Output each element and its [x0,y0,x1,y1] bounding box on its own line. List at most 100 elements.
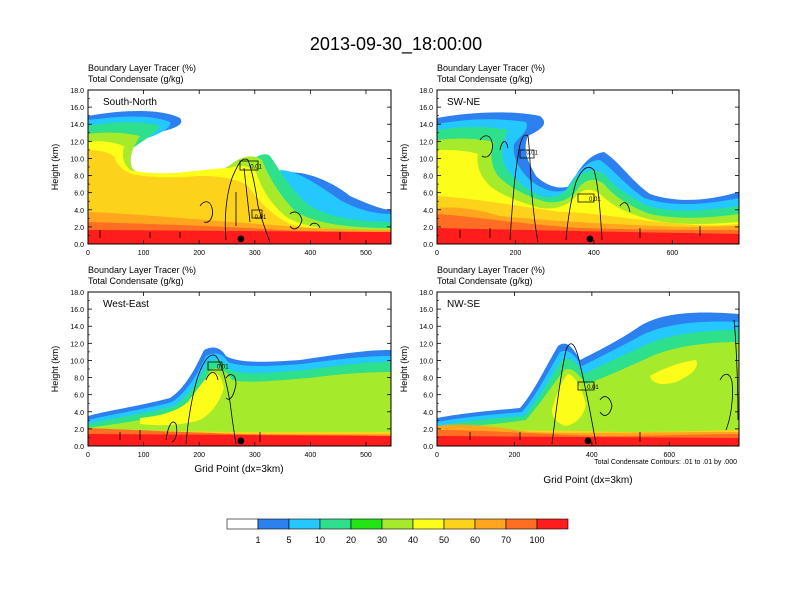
y-tick-label: 10.0 [70,156,84,163]
x-tick-label: 600 [663,452,675,459]
y-axis-label: Height (km) [50,346,60,393]
x-tick-label: 400 [588,250,600,257]
y-tick-label: 14.0 [70,324,84,331]
colorbar-swatch [443,518,476,530]
axis-ticks: 0.0 2.0 4.0 6.0 8.0 10.0 12.0 14.0 16.0 18.0 0 100 2… [70,290,391,459]
x-tick-label: 200 [193,452,205,459]
y-tick-label: 18.0 [419,88,433,95]
panel-title-line2: Total Condensate (g/kg) [88,74,184,84]
x-tick-label: 100 [138,452,150,459]
y-tick-label: 2.0 [423,225,433,232]
y-tick-label: 18.0 [70,290,84,297]
y-tick-label: 10.0 [419,156,433,163]
contour-label: 0.01 [589,197,601,203]
y-tick-label: 6.0 [423,393,433,400]
panel-west-east: Boundary Layer Tracer (%) Total Condensa… [50,265,392,475]
panel-title-line1: Boundary Layer Tracer (%) [88,265,196,275]
field-south-north: 0.01 0.01 [88,111,391,244]
location-marker [237,437,245,445]
x-axis-label: Grid Point (dx=3km) [194,464,283,475]
y-tick-label: 2.0 [74,427,84,434]
y-axis-label: Height (km) [50,144,60,191]
axis-ticks: 0.0 2.0 4.0 6.0 8.0 10.0 12.0 14.0 16.0 18.0 0 200 4… [419,290,739,459]
y-tick-label: 16.0 [419,105,433,112]
panel-label: NW-SE [447,299,480,310]
colorbar-swatch [474,518,507,530]
y-tick-label: 8.0 [423,174,433,181]
y-tick-label: 14.0 [70,122,84,129]
band-yellow [552,360,697,426]
panel-label: SW-NE [447,97,480,108]
contour-labels: 0.01 0.01 [526,151,601,203]
band-lime [437,342,739,446]
y-tick-label: 12.0 [70,341,84,348]
y-tick-label: 4.0 [74,410,84,417]
y-tick-label: 8.0 [423,376,433,383]
axis-ticks: 0.0 2.0 4.0 6.0 8.0 10.0 12.0 14.0 16.0 18.0 0 100 2… [70,88,391,257]
contour-labels: 0.01 0.01 [250,164,267,220]
colorbar-swatch [381,518,414,530]
condensate-contour [469,319,739,445]
field-west-east: 0.01 [88,347,391,446]
y-tick-label: 18.0 [70,88,84,95]
location-marker [237,235,245,243]
y-tick-label: 0.0 [423,444,433,451]
y-tick-label: 16.0 [419,307,433,314]
y-tick-label: 16.0 [70,105,84,112]
panel-title-line1: Boundary Layer Tracer (%) [437,265,545,275]
y-tick-label: 6.0 [74,191,84,198]
x-tick-label: 100 [138,250,150,257]
y-tick-label: 12.0 [419,139,433,146]
x-tick-label: 200 [510,250,522,257]
panel-sw-ne: Boundary Layer Tracer (%) Total Condensa… [399,63,740,257]
colorbar-swatch [257,518,290,530]
panel-nw-se: Boundary Layer Tracer (%) Total Condensa… [399,265,740,486]
colorbar-swatch [350,518,383,530]
location-marker [586,235,594,243]
contour-labels: 0.01 [587,385,599,391]
y-tick-label: 6.0 [423,191,433,198]
x-tick-label: 0 [86,250,90,257]
x-tick-label: 0 [435,250,439,257]
colorbar-label: 70 [501,535,511,545]
colorbar-swatch [505,518,538,530]
panel-title-line1: Boundary Layer Tracer (%) [437,63,545,73]
band-red [437,228,739,244]
x-tick-label: 0 [435,452,439,459]
band-lime [88,368,391,446]
y-tick-label: 8.0 [74,376,84,383]
field-nw-se: 0.01 [437,312,739,446]
y-tick-label: 2.0 [74,225,84,232]
colorbar-swatch [536,518,569,530]
condensate-contour [119,354,261,445]
panel-title-line2: Total Condensate (g/kg) [437,276,533,286]
figure-title: 2013-09-30_18:00:00 [310,34,482,55]
y-tick-label: 10.0 [419,358,433,365]
contour-label: 0.01 [526,151,538,157]
x-tick-label: 200 [509,452,521,459]
panel-title-line2: Total Condensate (g/kg) [437,74,533,84]
colorbar-label: 5 [286,535,291,545]
y-tick-label: 6.0 [74,393,84,400]
y-tick-label: 4.0 [423,410,433,417]
y-tick-label: 14.0 [419,122,433,129]
contour-labels: 0.01 [217,365,229,371]
colorbar-label: 30 [377,535,387,545]
colorbar-swatch [412,518,445,530]
colorbar-swatch [319,518,352,530]
colorbar-label: 40 [408,535,418,545]
y-tick-label: 0.0 [74,242,84,249]
x-axis-label: Grid Point (dx=3km) [543,475,632,486]
contour-label: 0.01 [250,164,262,170]
x-tick-label: 400 [305,452,317,459]
x-tick-label: 600 [666,250,678,257]
x-tick-label: 0 [86,452,90,459]
y-axis-label: Height (km) [399,144,409,191]
x-tick-label: 400 [305,250,317,257]
colorbar-swatch [226,518,259,530]
y-tick-label: 16.0 [70,307,84,314]
y-tick-label: 0.0 [74,444,84,451]
y-tick-label: 4.0 [74,208,84,215]
contour-label: 0.01 [255,215,267,221]
